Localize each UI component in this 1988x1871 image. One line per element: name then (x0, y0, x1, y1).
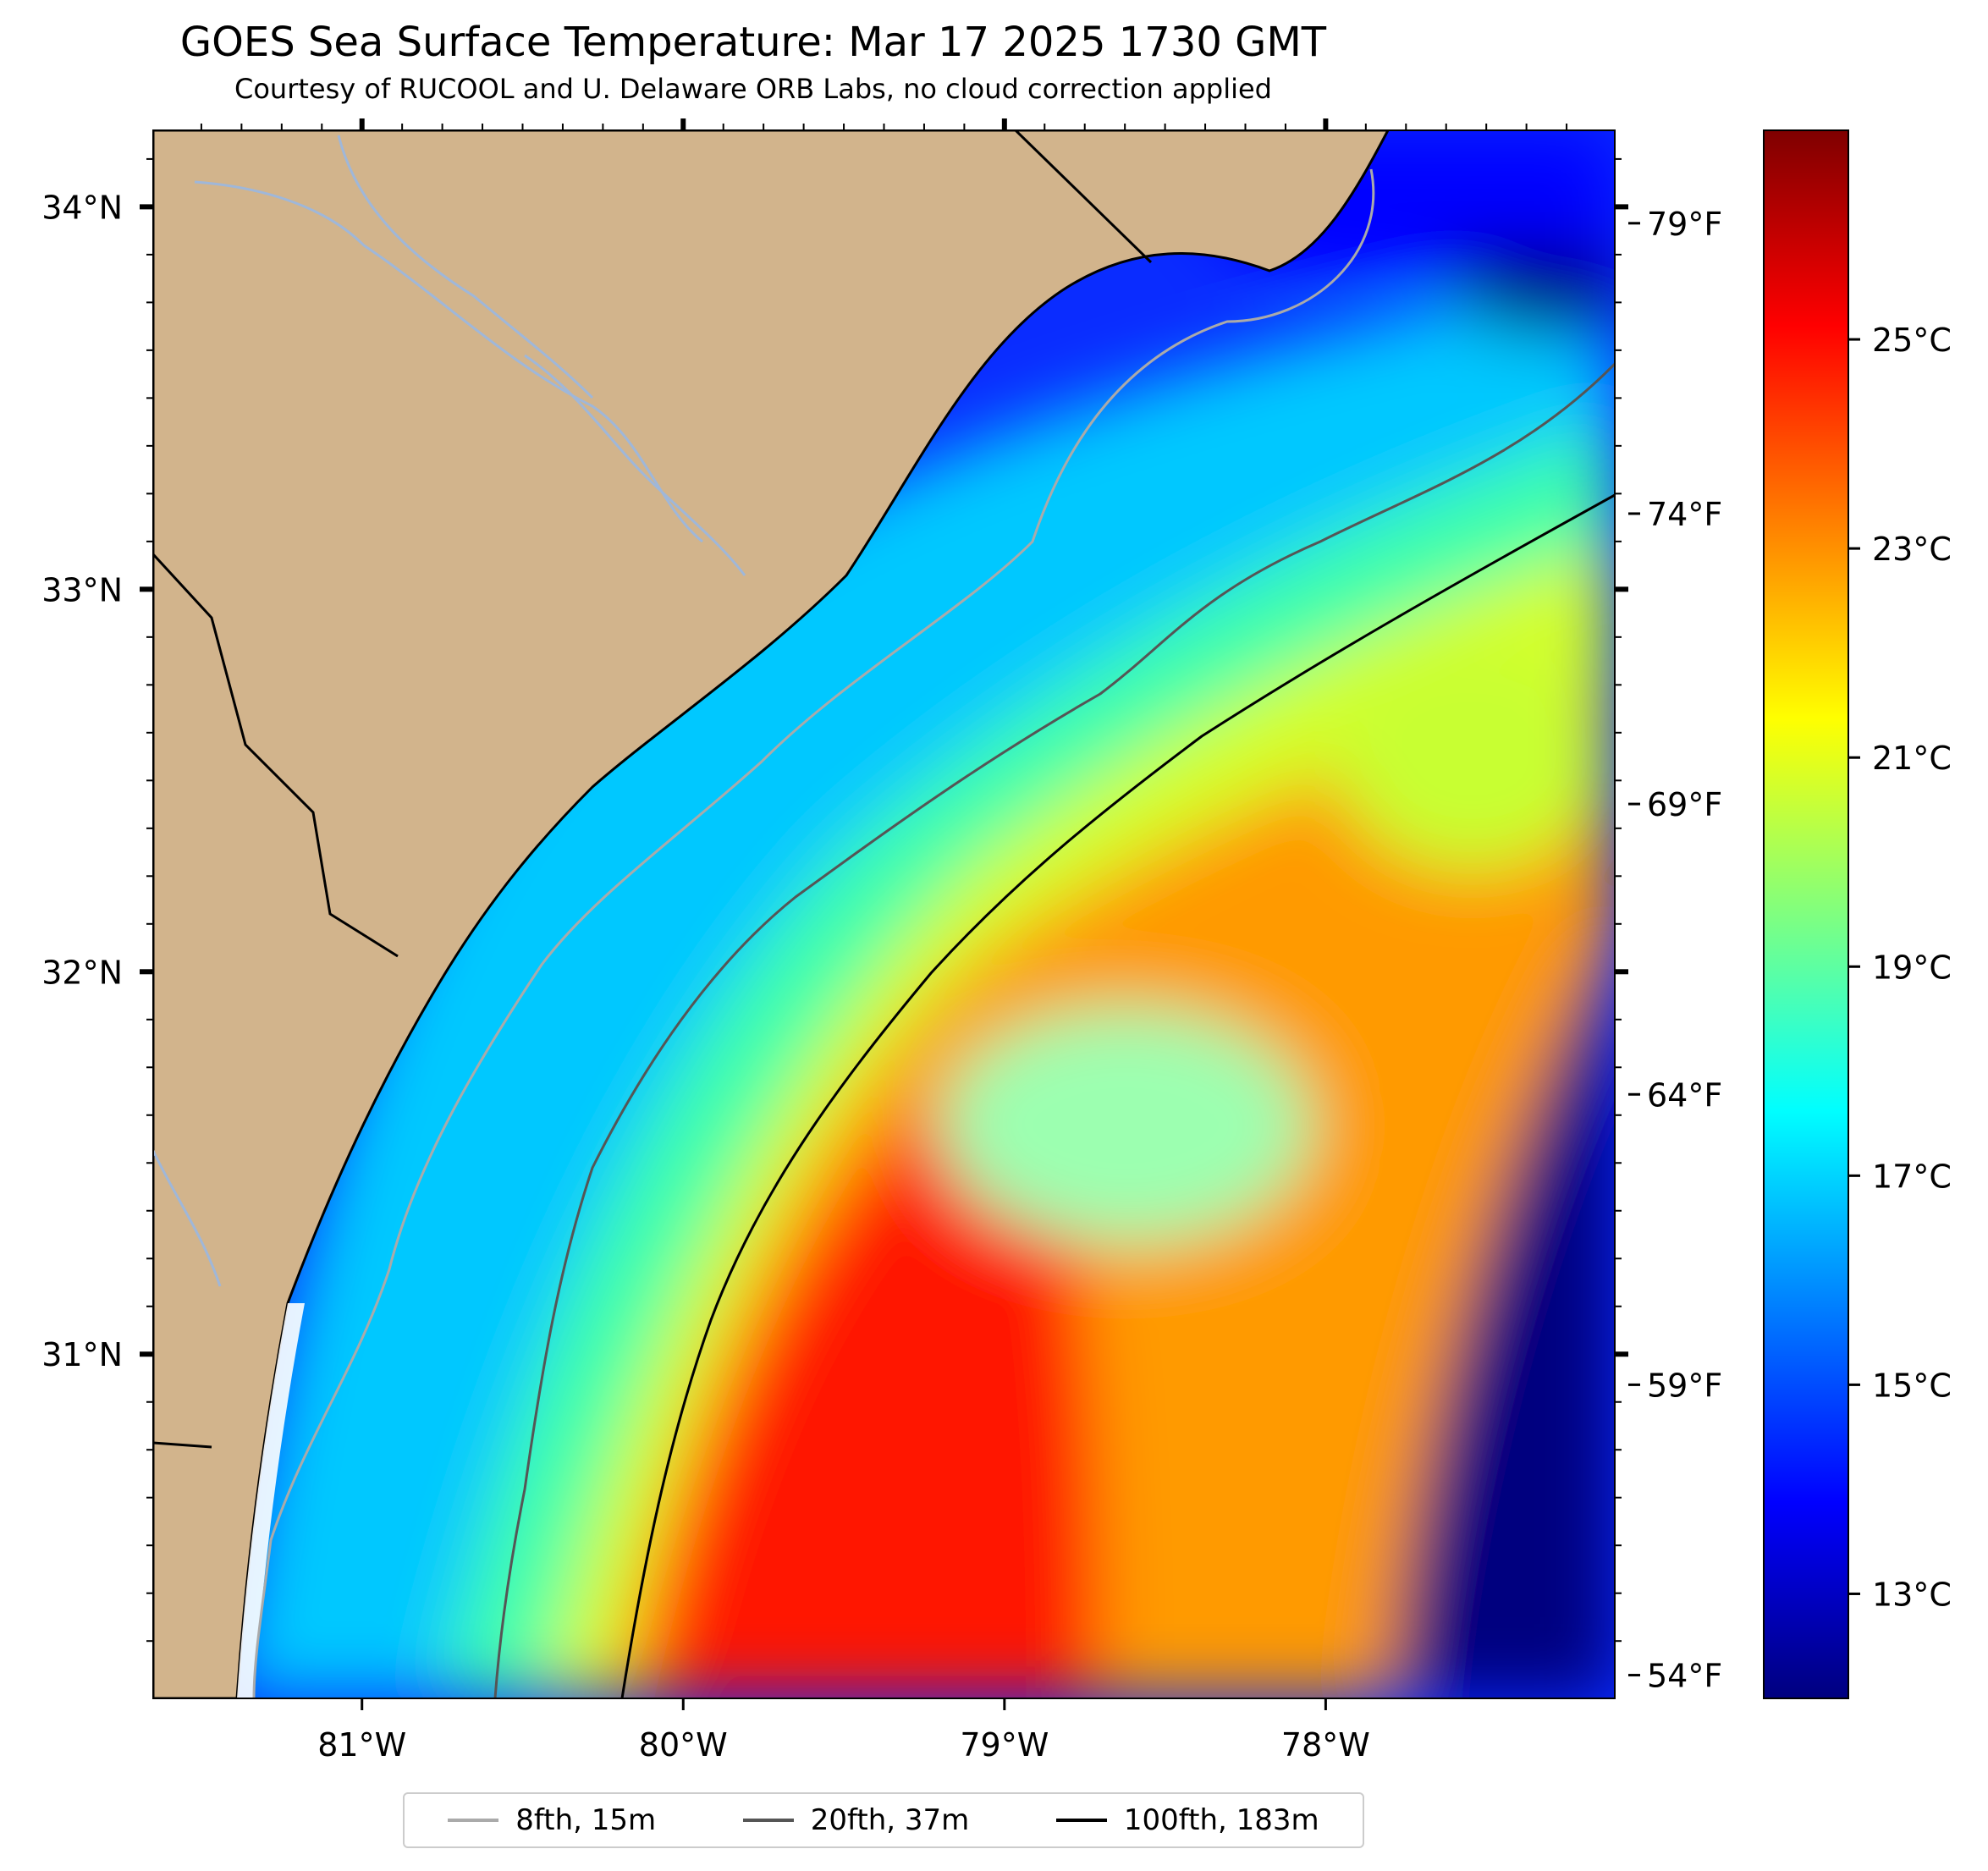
fahrenheit-tick-label: 79°F (1647, 206, 1722, 243)
state-border-nc-sc (1014, 130, 1153, 264)
fahrenheit-tick-label: 59°F (1647, 1367, 1722, 1404)
colorbar-tick-label: 13°C (1872, 1576, 1952, 1613)
colorbar-tick-label: 19°C (1872, 949, 1952, 986)
colorbar-tick-label: 15°C (1872, 1367, 1952, 1404)
chart-title: GOES Sea Surface Temperature: Mar 17 202… (179, 19, 1327, 66)
rivers (153, 135, 746, 1287)
fahrenheit-tick-label: 69°F (1647, 786, 1722, 823)
isobath-100fth (620, 493, 1615, 1698)
lat-tick-label: 34°N (41, 189, 123, 226)
lat-tick-label: 33°N (41, 571, 123, 608)
colorbar-tick-label: 23°C (1872, 531, 1952, 568)
legend-entry: 8fth, 15m (448, 1803, 656, 1837)
fahrenheit-tick-label: 54°F (1647, 1658, 1722, 1695)
legend-line-swatch (742, 1819, 794, 1822)
legend-line-swatch (448, 1819, 499, 1822)
colorbar (1763, 129, 1849, 1699)
legend-line-swatch (1055, 1819, 1107, 1822)
lon-tick-label: 78°W (1281, 1726, 1370, 1764)
colorbar-tick-label: 25°C (1872, 322, 1952, 359)
lat-tick-label: 32°N (41, 954, 123, 991)
chart-subtitle: Courtesy of RUCOOL and U. Delaware ORB L… (234, 73, 1272, 105)
isobath-legend: 8fth, 15m 20fth, 37m 100fth, 183m (403, 1792, 1364, 1848)
legend-entry: 100fth, 183m (1055, 1803, 1319, 1837)
isobath-20fth (493, 362, 1615, 1698)
lon-tick-label: 79°W (960, 1726, 1049, 1764)
fahrenheit-tick-label: 74°F (1647, 496, 1722, 533)
map-area (153, 130, 1615, 1698)
legend-entry: 20fth, 37m (742, 1803, 970, 1837)
lon-tick-label: 80°W (639, 1726, 728, 1764)
fahrenheit-ticks: 79°F 74°F 69°F 64°F 59°F 54°F (1628, 206, 1722, 1695)
colorbar-tick-label: 21°C (1872, 740, 1952, 777)
legend-label: 20fth, 37m (810, 1803, 970, 1837)
fahrenheit-tick-label: 64°F (1647, 1076, 1722, 1114)
state-border-sc-ga (153, 553, 399, 958)
lat-tick-label: 31°N (41, 1336, 123, 1373)
legend-label: 8fth, 15m (515, 1803, 657, 1837)
sst-field (229, 130, 1615, 1698)
state-border-ga-fl (153, 1441, 212, 1449)
legend-label: 100fth, 183m (1123, 1803, 1319, 1837)
colorbar-tick-label: 17°C (1872, 1158, 1952, 1195)
latitude-ticks: 34°N 33°N 32°N 31°N (41, 157, 1628, 1643)
longitude-ticks: 81°W 80°W 79°W 78°W (200, 118, 1568, 1764)
isobath-8fth (252, 168, 1375, 1698)
colorbar-ticks: 25°C 23°C 21°C 19°C 17°C 15°C 13°C (1848, 322, 1952, 1613)
lon-tick-label: 81°W (317, 1726, 406, 1764)
